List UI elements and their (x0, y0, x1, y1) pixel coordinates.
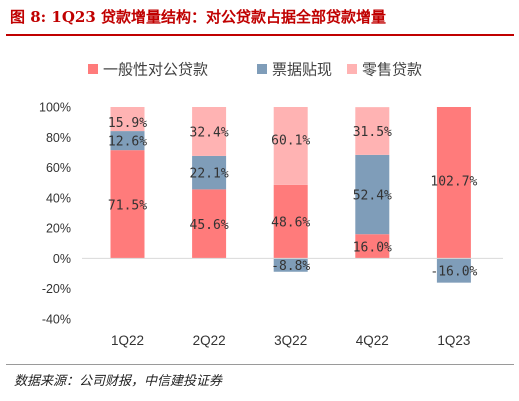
bar-4q22-series-2 (355, 154, 390, 235)
data-label-4q22-series-2: 52.4% (353, 189, 392, 204)
bar-2q22-series-1 (192, 189, 227, 259)
chart-legend: 一般性对公贷款 票据贴现 零售贷款 (88, 61, 422, 79)
data-label-1q22-series-2: 12.6% (108, 135, 147, 150)
bar-1q22-series-3 (110, 107, 145, 132)
y-tick-label-60pct: 60% (46, 161, 71, 175)
y-tick-label-0pct: 0% (53, 252, 71, 266)
figure-title: 图 8: 1Q23 贷款增量结构：对公贷款占据全部贷款增量 (10, 8, 387, 26)
source-divider (6, 364, 514, 365)
data-label-1q23-series-1: 102.7% (430, 175, 477, 190)
bar-2q22-series-2 (192, 155, 227, 190)
y-axis: -40% -20% 0% 20% 40% 60% 80% 100% (39, 101, 71, 327)
data-label-4q22-series-3: 31.5% (353, 125, 392, 140)
x-tick-label-3q22: 3Q22 (274, 333, 307, 348)
stacked-bar-chart: 一般性对公贷款 票据贴现 零售贷款 -40% -20% 0% 20% 40% 60% 80% 10… (39, 61, 503, 348)
legend-label-1: 一般性对公贷款 (103, 61, 208, 79)
bar-1q23-series-1 (436, 107, 471, 259)
y-tick-label-80pct: 80% (46, 131, 71, 145)
data-label-1q22-series-3: 15.9% (108, 116, 147, 131)
y-tick-label-100pct: 100% (39, 101, 71, 115)
source-note: 数据来源：公司财报，中信建投证券 (14, 374, 223, 389)
y-tick-label-20pct: 20% (46, 222, 71, 236)
bar-4q22-series-1 (355, 234, 390, 259)
y-tick-label-40pct: 40% (46, 191, 71, 205)
data-label-2q22-series-2: 22.1% (190, 167, 229, 182)
bar-1q23-series-2 (436, 258, 471, 283)
data-labels: 71.5% 12.6% 15.9% 45.6% 22.1% 32.4% 48.6% -8.8%… (108, 116, 478, 279)
y-tick-label-20pct: -20% (42, 282, 71, 296)
bar-3q22-series-3 (273, 107, 308, 185)
bar-3q22-series-1 (273, 184, 308, 259)
data-label-1q22-series-1: 71.5% (108, 198, 147, 213)
legend-swatch-2 (257, 64, 267, 74)
x-tick-label-1q22: 1Q22 (111, 333, 144, 348)
x-tick-label-1q23: 1Q23 (437, 333, 470, 348)
y-tick-label-40pct: -40% (42, 313, 71, 327)
bar-2q22-series-3 (192, 107, 227, 156)
data-label-3q22-series-3: 60.1% (271, 133, 310, 148)
title-divider (6, 34, 514, 36)
bar-4q22-series-3 (355, 107, 390, 155)
bar-3q22-series-2 (273, 258, 308, 272)
bar-area (110, 107, 471, 283)
data-label-1q23-series-2: -16.0% (430, 265, 477, 280)
x-tick-label-4q22: 4Q22 (356, 333, 389, 348)
x-axis: 1Q22 2Q22 3Q22 4Q22 1Q23 (111, 333, 470, 348)
legend-label-2: 票据贴现 (272, 61, 332, 79)
data-label-3q22-series-2: -8.8% (271, 259, 310, 274)
legend-swatch-3 (347, 64, 357, 74)
x-tick-label-2q22: 2Q22 (193, 333, 226, 348)
data-label-4q22-series-1: 16.0% (353, 240, 392, 255)
data-label-2q22-series-3: 32.4% (190, 125, 229, 140)
data-label-2q22-series-1: 45.6% (190, 218, 229, 233)
bar-1q22-series-2 (110, 131, 145, 151)
legend-swatch-1 (88, 64, 98, 74)
bar-1q22-series-1 (110, 150, 145, 259)
data-label-3q22-series-1: 48.6% (271, 216, 310, 231)
legend-label-3: 零售贷款 (362, 61, 422, 79)
